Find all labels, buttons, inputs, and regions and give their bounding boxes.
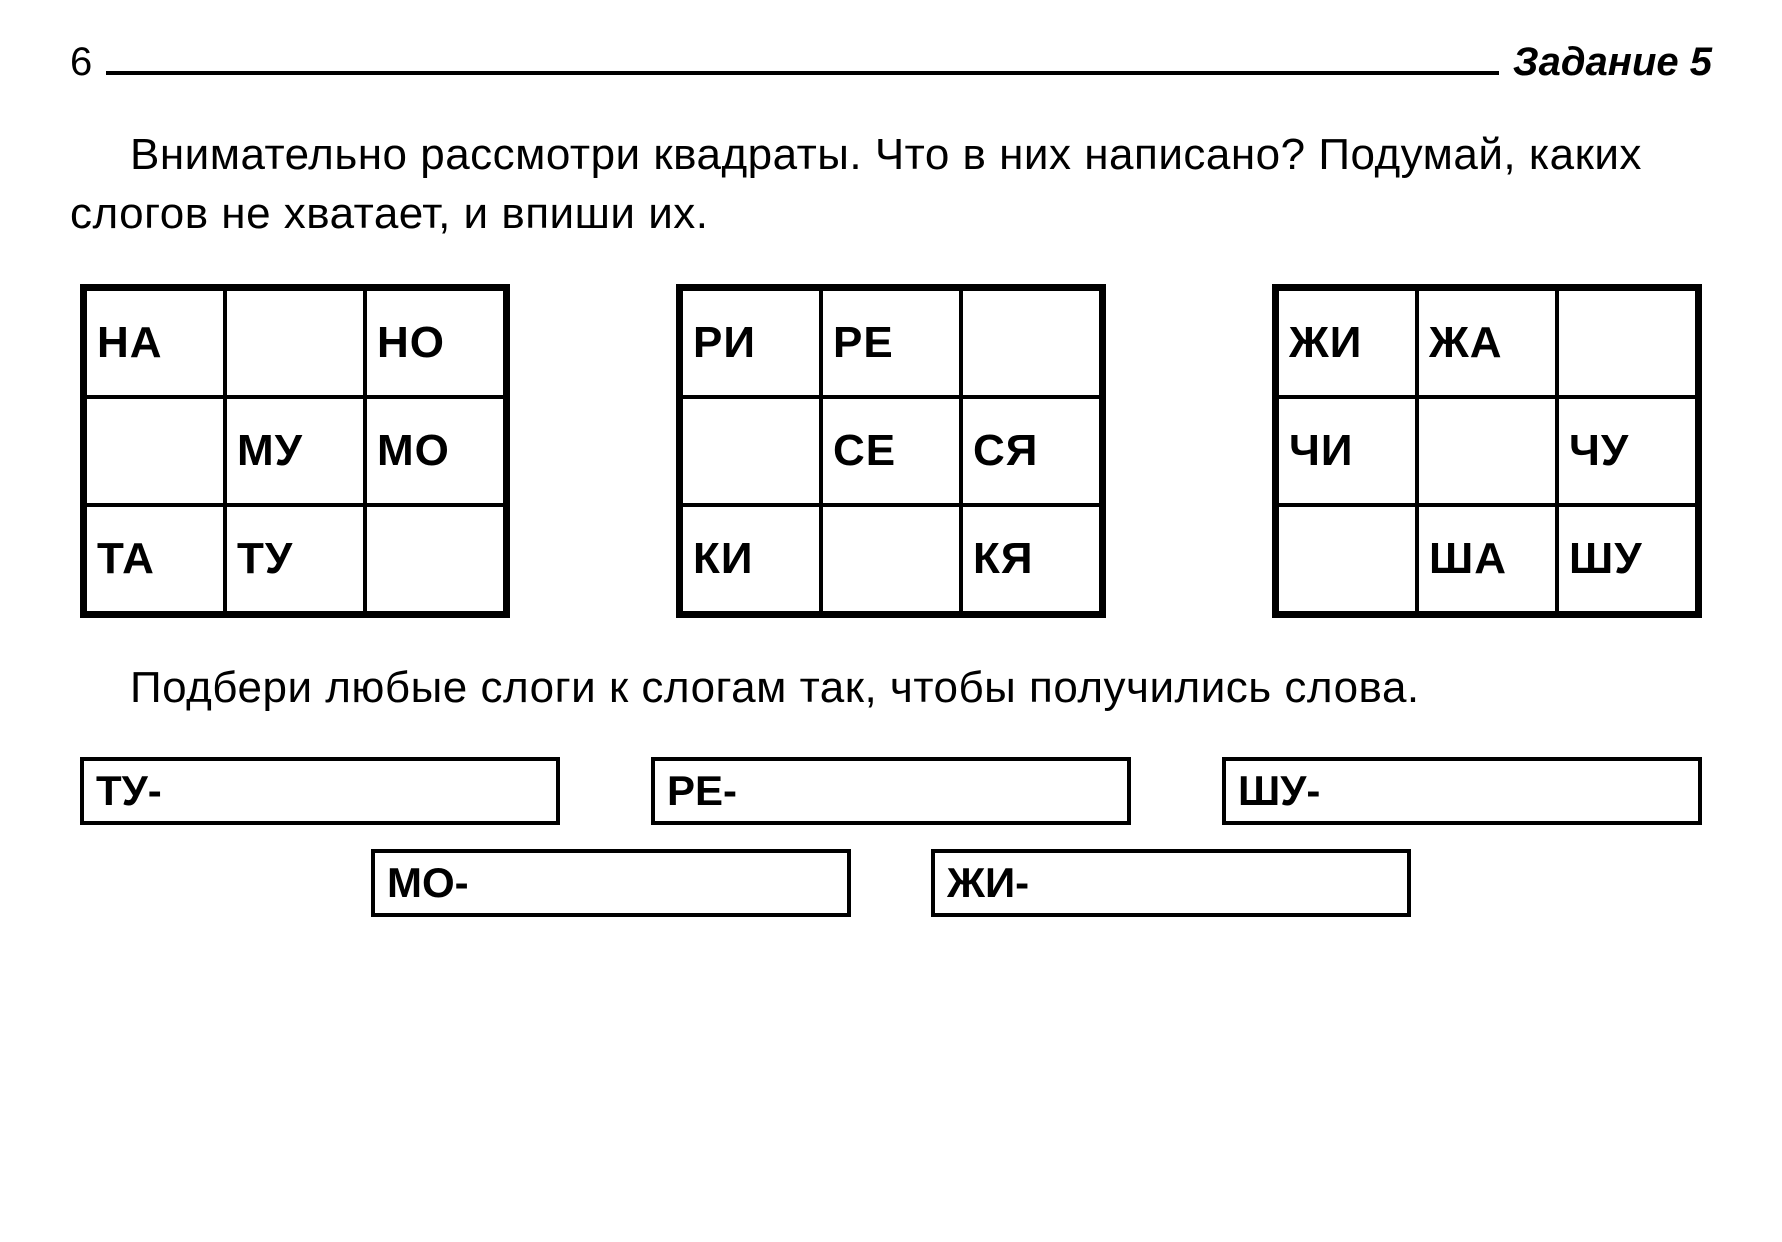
grid-cell: НО (365, 289, 505, 397)
word-box[interactable]: ТУ- (80, 757, 560, 825)
instruction-1: Внимательно рассмотри квадраты. Что в ни… (70, 125, 1712, 244)
grid-cell: ЖИ (1277, 289, 1417, 397)
word-box[interactable]: РЕ- (651, 757, 1131, 825)
page-number: 6 (70, 40, 106, 85)
grid-cell-blank[interactable] (85, 397, 225, 505)
grid-cell-blank[interactable] (681, 397, 821, 505)
word-row-2: МО- ЖИ- (70, 849, 1712, 917)
syllable-grids-row: НА НО МУ МО ТА ТУ РИ РЕ СЕ СЯ КИ КЯ ЖИ Ж… (70, 284, 1712, 618)
grid-cell-blank[interactable] (961, 289, 1101, 397)
header-rule (106, 71, 1499, 75)
grid-cell: ЖА (1417, 289, 1557, 397)
grid-cell-blank[interactable] (365, 505, 505, 613)
word-box[interactable]: ЖИ- (931, 849, 1411, 917)
grid-cell: МУ (225, 397, 365, 505)
grid-cell-blank[interactable] (1417, 397, 1557, 505)
word-boxes: ТУ- РЕ- ШУ- МО- ЖИ- (70, 757, 1712, 917)
grid-cell: ЧУ (1557, 397, 1697, 505)
grid-cell: РИ (681, 289, 821, 397)
word-box[interactable]: МО- (371, 849, 851, 917)
word-row-1: ТУ- РЕ- ШУ- (70, 757, 1712, 825)
grid-cell: ТА (85, 505, 225, 613)
grid-cell-blank[interactable] (821, 505, 961, 613)
syllable-grid-1: НА НО МУ МО ТА ТУ (80, 284, 510, 618)
word-box[interactable]: ШУ- (1222, 757, 1702, 825)
syllable-grid-3: ЖИ ЖА ЧИ ЧУ ША ШУ (1272, 284, 1702, 618)
syllable-grid-2: РИ РЕ СЕ СЯ КИ КЯ (676, 284, 1106, 618)
page-header: 6 Задание 5 (70, 40, 1712, 85)
grid-cell: МО (365, 397, 505, 505)
grid-cell: НА (85, 289, 225, 397)
instruction-2: Подбери любые слоги к слогам так, чтобы … (70, 658, 1712, 717)
grid-cell-blank[interactable] (1277, 505, 1417, 613)
task-label: Задание 5 (1499, 40, 1712, 85)
grid-cell: ТУ (225, 505, 365, 613)
grid-cell-blank[interactable] (1557, 289, 1697, 397)
grid-cell: ША (1417, 505, 1557, 613)
grid-cell: СЕ (821, 397, 961, 505)
grid-cell: РЕ (821, 289, 961, 397)
grid-cell: КИ (681, 505, 821, 613)
worksheet-page: 6 Задание 5 Внимательно рассмотри квадра… (0, 0, 1782, 1242)
grid-cell: ШУ (1557, 505, 1697, 613)
grid-cell: КЯ (961, 505, 1101, 613)
grid-cell: СЯ (961, 397, 1101, 505)
grid-cell: ЧИ (1277, 397, 1417, 505)
grid-cell-blank[interactable] (225, 289, 365, 397)
